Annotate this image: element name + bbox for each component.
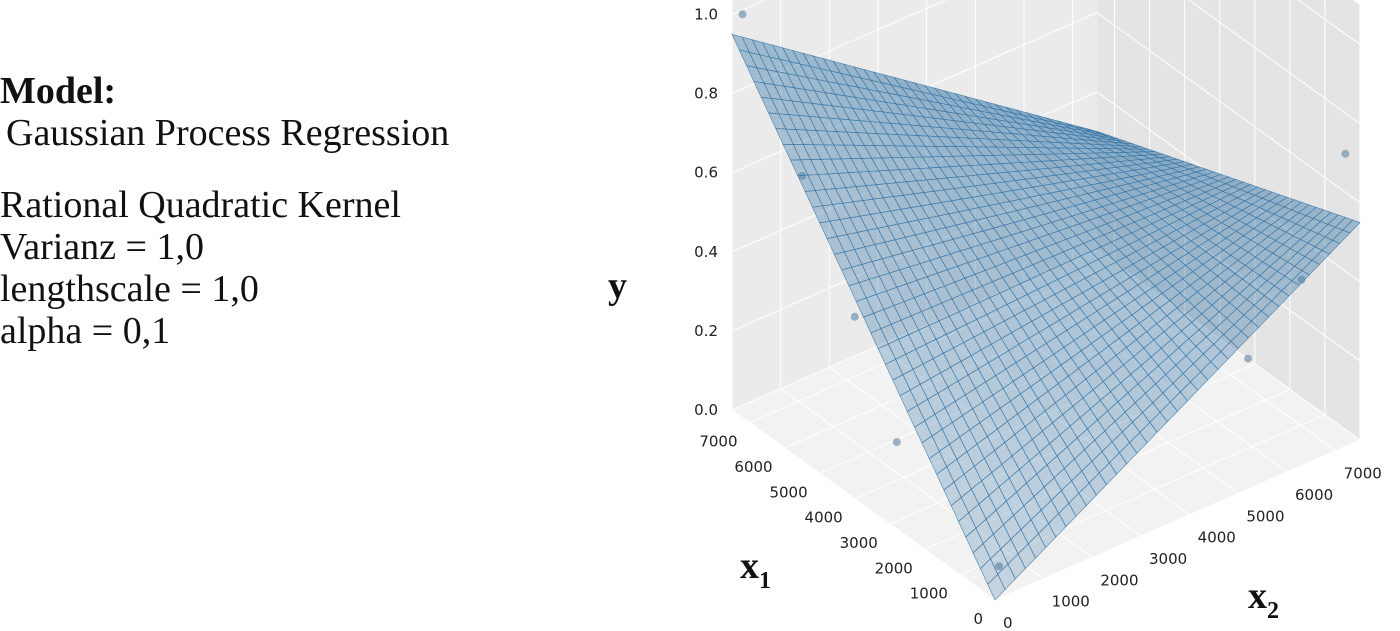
lengthscale-value: lengthscale = 1,0 (0, 268, 259, 310)
gridline (924, 388, 1291, 550)
gridline (959, 414, 1326, 576)
floor-pane (732, 250, 1360, 600)
x2-tick-label: 7000 (1344, 465, 1382, 483)
scatter-point (1341, 149, 1350, 158)
x1-tick-label: 0 (973, 610, 983, 628)
gridline (1297, 0, 1361, 45)
scatter-point (995, 562, 1004, 571)
x2-tick-label: 1000 (1052, 593, 1090, 611)
x2-tick-label: 6000 (1295, 486, 1333, 504)
gridline (889, 363, 1256, 525)
x2-tick-label: 2000 (1100, 571, 1138, 589)
surface-plot: 0.0 0.2 0.4 0.6 0.8 1.0 0 1000 2000 3000 4000 5000 6… (608, 0, 1382, 631)
gridline (1096, 12, 1361, 204)
x1-tick-label: 3000 (840, 534, 878, 552)
gridline (784, 287, 1150, 449)
gridline (1023, 281, 1288, 473)
variance-value: Varianz = 1,0 (0, 226, 204, 268)
x1-axis-label: x1 (740, 545, 771, 594)
surface-cell (987, 573, 1006, 601)
model-info: Model: Gaussian Process Regression Ratio… (0, 70, 560, 352)
x1-tick-label: 1000 (910, 585, 948, 603)
gridline (731, 409, 996, 601)
x2-tick-label: 0 (1003, 614, 1013, 631)
gridline (975, 302, 1239, 494)
x1-tick-label: 4000 (805, 509, 843, 527)
gridline (926, 324, 1190, 516)
scatter-points (738, 10, 1350, 571)
x1-tick-label: 6000 (734, 458, 772, 476)
gridline (749, 262, 1115, 424)
x2-tick-label: 4000 (1198, 529, 1236, 547)
y-tick-label: 0.8 (694, 85, 718, 103)
gridline (829, 366, 1093, 558)
x1-tick-label: 7000 (699, 433, 737, 451)
regression-surface (731, 33, 1361, 601)
y-tick-label: 0.2 (694, 322, 718, 340)
alpha-value: alpha = 0,1 (0, 310, 171, 352)
x1-tick-label: 5000 (769, 483, 807, 501)
gridline (877, 345, 1142, 537)
scatter-point (892, 438, 901, 447)
y-axis-label: y (608, 265, 627, 307)
y-tick-label: 1.0 (694, 6, 718, 24)
scatter-point (738, 10, 747, 19)
y-tick-label: 0.6 (694, 164, 718, 182)
model-name: Gaussian Process Regression (6, 112, 450, 154)
x2-tick-label: 5000 (1246, 507, 1284, 525)
axis-labels: y x1 x2 (608, 265, 1279, 624)
tick-labels: 0.0 0.2 0.4 0.6 0.8 1.0 0 1000 2000 3000 4000 5000 6… (694, 6, 1382, 631)
axes-panes (732, 0, 1360, 600)
y-tick-label: 0.0 (694, 401, 718, 419)
y-tick-label: 0.4 (694, 243, 718, 261)
gridline (1188, 0, 1361, 125)
gridline (994, 439, 1361, 601)
x2-axis-label: x2 (1248, 575, 1279, 624)
back-left-pane (732, 0, 1097, 410)
back-right-pane (1097, 0, 1360, 440)
x2-tick-label: 3000 (1149, 550, 1187, 568)
x1-tick-label: 2000 (875, 559, 913, 577)
scatter-point (850, 312, 859, 321)
model-heading: Model: (0, 70, 117, 112)
scatter-point (1244, 354, 1253, 363)
gridline (819, 312, 1185, 474)
gridline (731, 170, 1098, 332)
kernel-name: Rational Quadratic Kernel (0, 184, 401, 226)
scatter-point (798, 171, 807, 180)
scatter-point (1297, 275, 1306, 284)
gridline (1072, 260, 1336, 452)
gridline (1096, 249, 1361, 441)
